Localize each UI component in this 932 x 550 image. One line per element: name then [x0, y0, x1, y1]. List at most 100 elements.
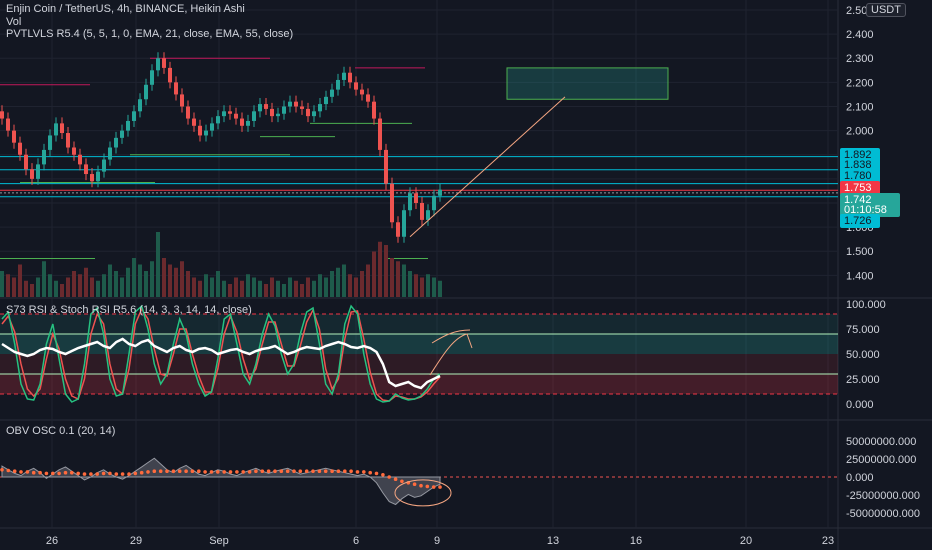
- obv-signal-dot: [82, 472, 87, 476]
- volume-bar: [216, 271, 220, 297]
- candle-body: [96, 171, 100, 182]
- candle-body: [384, 149, 388, 184]
- volume-bar: [102, 274, 106, 297]
- obv-signal-dot: [323, 469, 328, 474]
- time-tick-label: 20: [740, 535, 752, 547]
- obv-signal-dot: [419, 483, 423, 488]
- volume-bar: [282, 284, 286, 297]
- volume-bar: [144, 271, 148, 297]
- volume-bar: [336, 267, 340, 297]
- obv-signal-dot: [95, 472, 99, 476]
- candle-body: [366, 94, 370, 102]
- obv-signal-dot: [381, 473, 385, 477]
- candle-body: [138, 99, 142, 112]
- volume-bar: [60, 284, 64, 297]
- time-tick-label: 16: [630, 535, 642, 547]
- obv-signal-dot: [12, 469, 17, 474]
- volume-bar: [342, 264, 346, 297]
- candle-body: [432, 195, 436, 211]
- volume-bar: [402, 264, 406, 297]
- obv-signal-dot: [114, 472, 119, 476]
- candle-body: [180, 94, 184, 107]
- drawings[interactable]: [409, 67, 669, 238]
- candle-body: [114, 137, 118, 148]
- volume-bar: [330, 271, 334, 297]
- volume-bar: [66, 277, 70, 297]
- obv-signal-dot: [190, 469, 195, 474]
- volume-bar: [390, 258, 394, 297]
- price-badge: 1.780: [840, 169, 880, 183]
- obv-signal-dot: [197, 469, 201, 474]
- time-tick-label: Sep: [209, 535, 229, 547]
- candle-body: [438, 189, 442, 196]
- volume-bar: [222, 280, 226, 297]
- obv-signal-dot: [6, 468, 11, 473]
- obv-signal-dot: [438, 485, 442, 489]
- candle-body: [396, 222, 400, 237]
- volume-bar: [120, 277, 124, 297]
- currency-selector[interactable]: USDT: [866, 3, 906, 17]
- price-tick-label: 2.100: [846, 101, 874, 113]
- candle-body: [60, 123, 64, 134]
- obv-signal-dot: [120, 472, 125, 476]
- obv-signal-dot: [355, 470, 360, 474]
- candle-body: [54, 123, 58, 136]
- volume-bar: [36, 277, 40, 297]
- obv-signal-dot: [285, 469, 290, 474]
- obv-signal-dot: [76, 471, 80, 476]
- obv-signal-dot: [311, 469, 315, 474]
- obv-tick-label: 25000000.000: [846, 454, 916, 466]
- obv-signal-dot: [158, 469, 163, 474]
- candle-body: [360, 89, 364, 95]
- volume-bar: [156, 232, 160, 297]
- obv-signal-dot: [254, 469, 258, 474]
- price-axes: 2.5002.4002.3002.2002.1002.0001.9001.800…: [846, 5, 920, 520]
- obv-circle-drawing: [394, 479, 452, 507]
- candle-body: [228, 111, 232, 114]
- obv-signal-dot: [387, 475, 392, 479]
- obv-signal-dot: [260, 469, 265, 474]
- obv-signal-dot: [216, 470, 220, 474]
- candle-body: [150, 70, 154, 85]
- candle-body: [300, 106, 304, 109]
- obv-signal-dot: [133, 471, 138, 476]
- volume-bar: [258, 280, 262, 297]
- candle-body: [324, 96, 328, 105]
- obv-signal-dot: [171, 469, 176, 474]
- candle-body: [426, 210, 430, 220]
- candles: [0, 52, 442, 243]
- candle-body: [102, 159, 106, 172]
- candle-body: [264, 104, 268, 109]
- volume-bar: [420, 277, 424, 297]
- rsi-tick-label: 25.000: [846, 374, 880, 386]
- rsi-tick-label: 75.000: [846, 324, 880, 336]
- time-tick-label: 29: [130, 535, 142, 547]
- volume-bar: [162, 258, 166, 297]
- volume-bar: [234, 277, 238, 297]
- rsi-zone-bottom: [0, 374, 838, 394]
- volume-bar: [246, 274, 250, 297]
- candle-body: [162, 58, 166, 68]
- obv-signal-dot: [349, 469, 353, 474]
- volume-bar: [186, 271, 190, 297]
- volume-bar: [204, 274, 208, 297]
- obv-tick-label: 50000000.000: [846, 436, 916, 448]
- candle-body: [276, 113, 280, 117]
- obv-signal-dot: [51, 471, 55, 476]
- volume-bar: [300, 284, 304, 297]
- obv-signal-dot: [247, 470, 252, 474]
- obv-signal-dot: [304, 469, 309, 474]
- candle-body: [24, 154, 28, 170]
- candle-body: [132, 111, 136, 121]
- obv-signal-dot: [70, 470, 74, 475]
- rsi-legend: S73 RSI & Stoch RSI R5.6 (14, 3, 3, 14, …: [6, 304, 252, 316]
- candle-body: [156, 58, 160, 71]
- volume-bar: [348, 274, 352, 297]
- volume-bar: [432, 277, 436, 297]
- obv-signal-dot: [412, 482, 417, 487]
- candle-body: [390, 183, 394, 223]
- volume-bar: [252, 277, 256, 297]
- candle-body: [42, 149, 46, 165]
